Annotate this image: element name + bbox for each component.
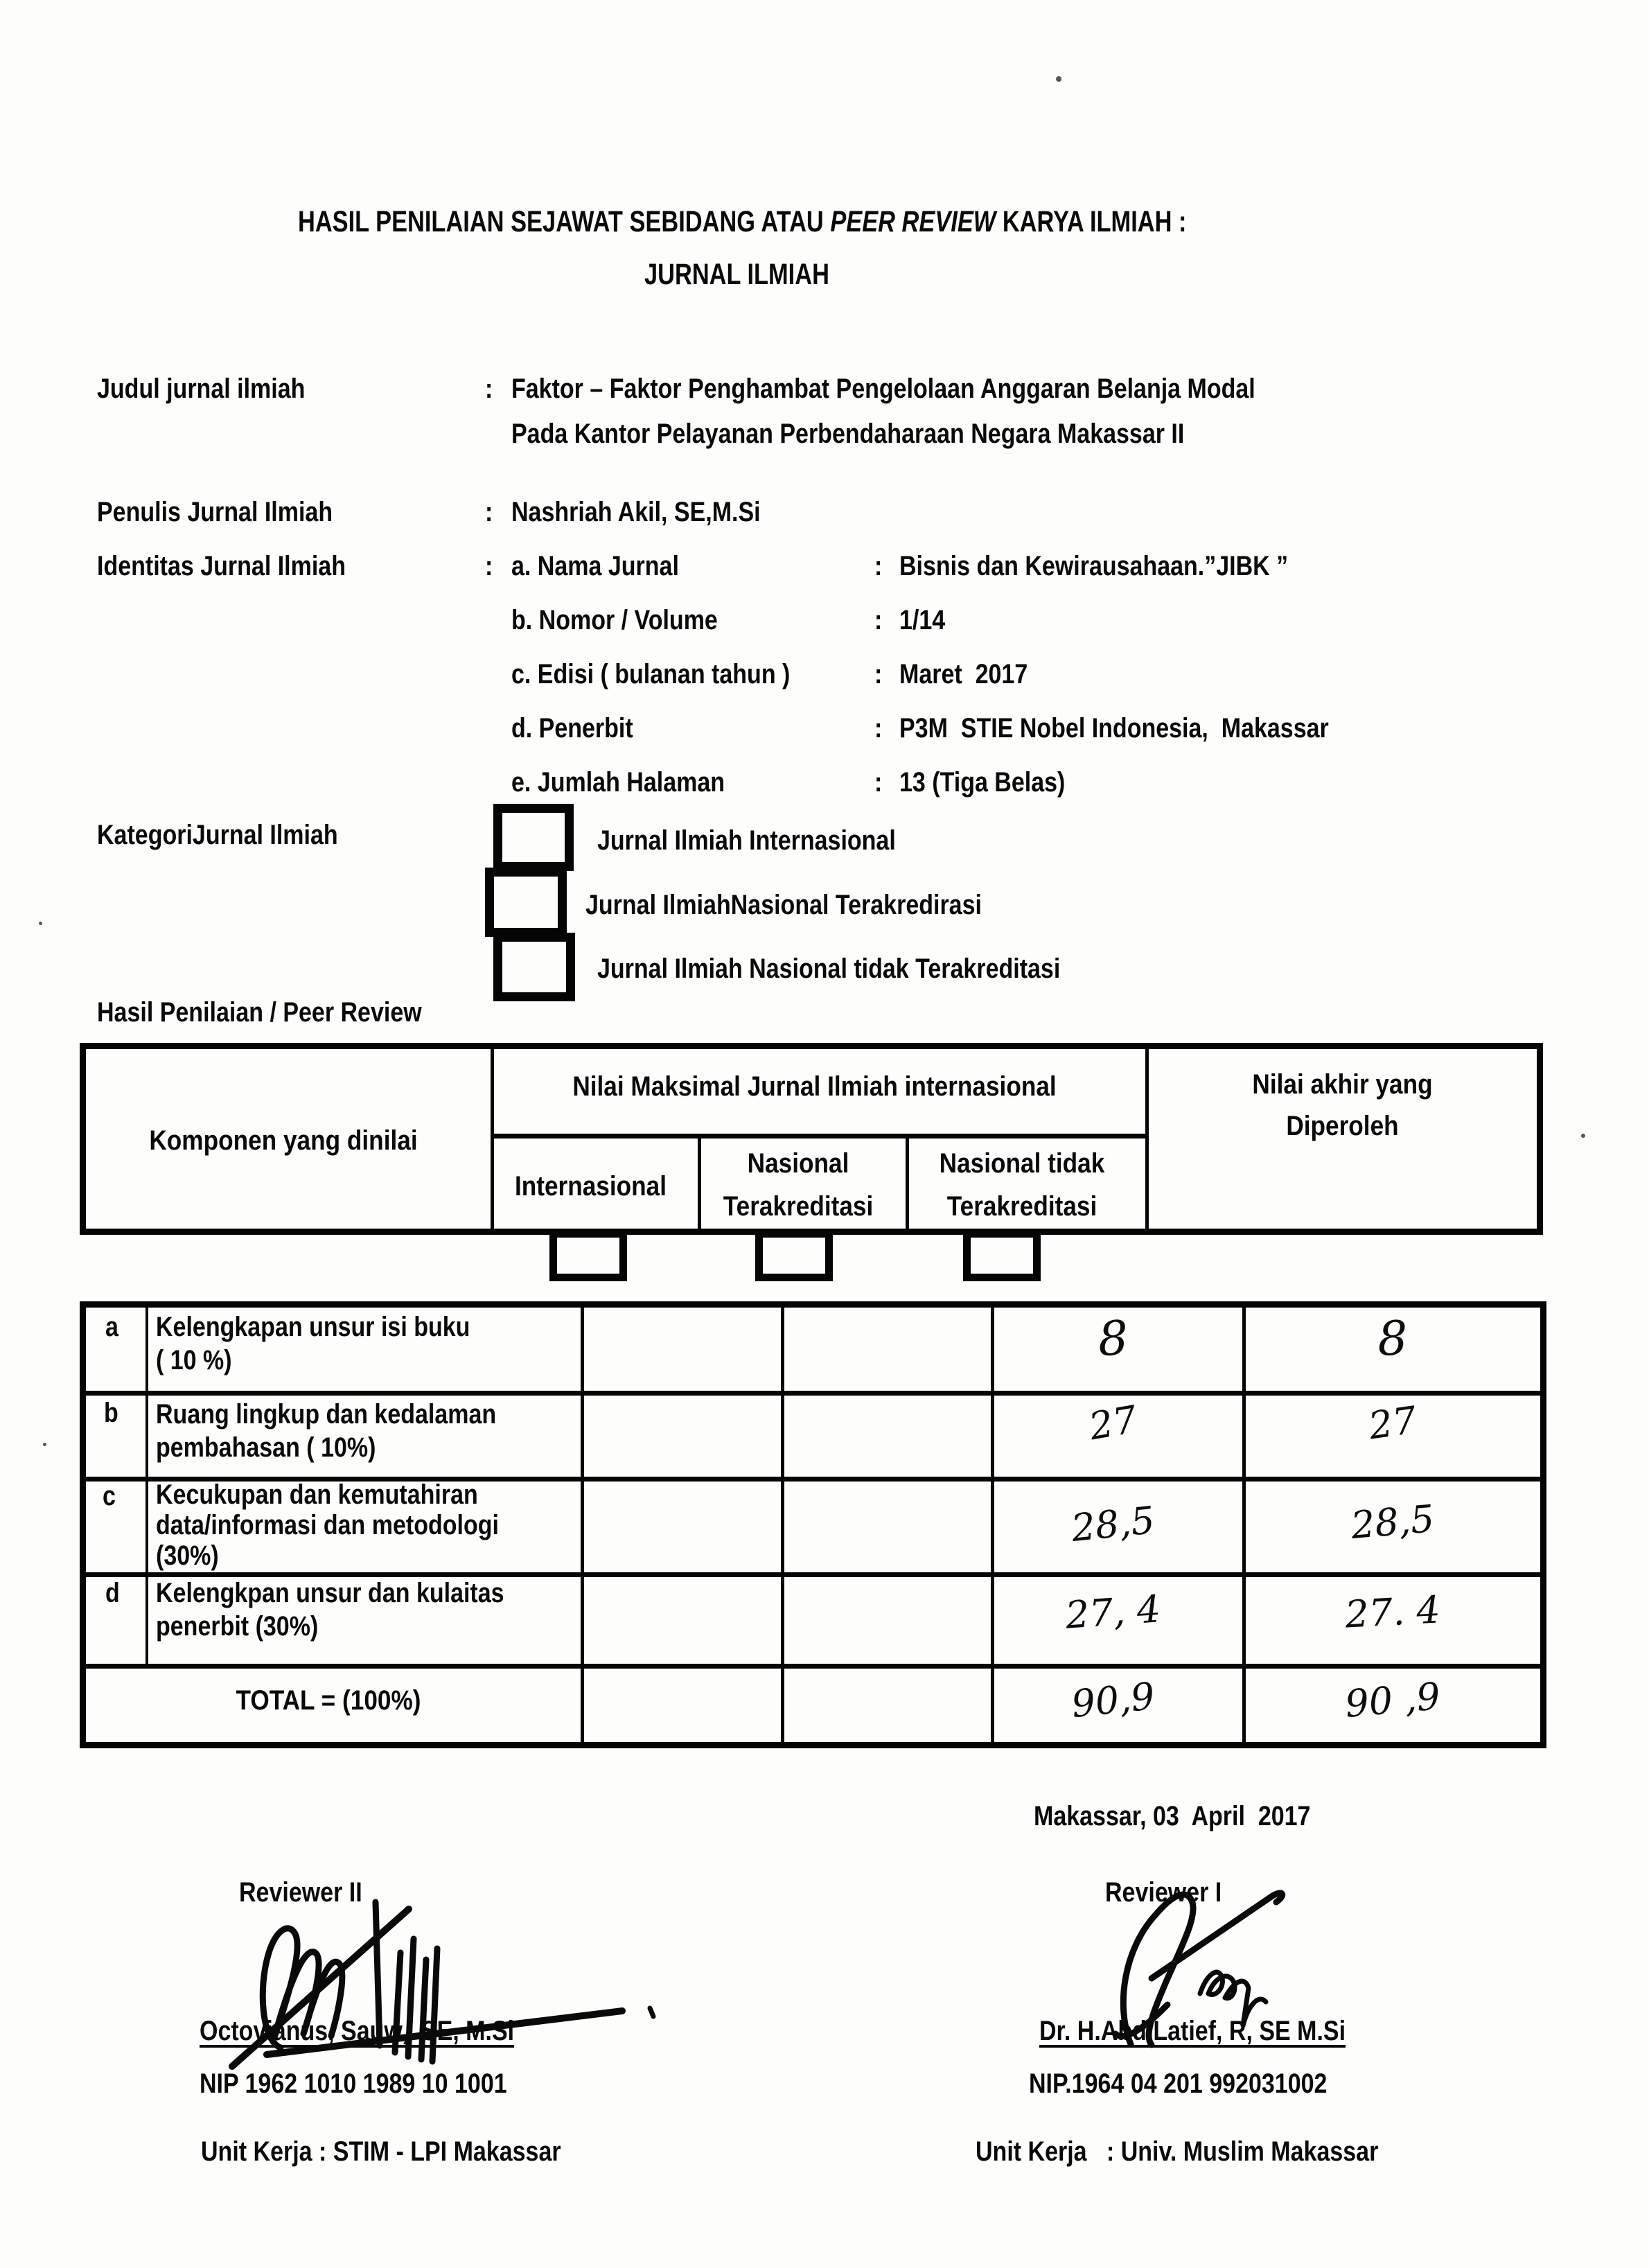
table-divider	[86, 1572, 1540, 1577]
header-line: Nilai akhir yang	[1252, 1069, 1433, 1100]
colon: :	[874, 605, 883, 635]
row-a-desc: Kelengkapan unsur isi buku	[156, 1312, 470, 1342]
table-divider	[781, 1308, 784, 1742]
scan-speck	[1581, 1134, 1585, 1138]
identitas-item-a-value: Bisnis dan Kewirausahaan.”JIBK ”	[899, 551, 1289, 581]
reviewer2-title: Reviewer II	[239, 1877, 362, 1908]
identitas-item-e-value: 13 (Tiga Belas)	[899, 767, 1066, 798]
table-divider	[991, 1308, 994, 1742]
checkbox-jurnal-nasional-terakreditasi[interactable]	[485, 868, 567, 937]
penulis-label: Penulis Jurnal Ilmiah	[97, 497, 333, 527]
header-line: Nasional	[747, 1148, 849, 1179]
identitas-item-a-label: a. Nama Jurnal	[511, 551, 679, 581]
table-divider	[491, 1134, 1149, 1139]
identitas-item-e-label: e. Jumlah Halaman	[511, 767, 725, 798]
row-a-score-nilai-akhir: 8	[1376, 1311, 1409, 1367]
date-line: Makassar, 03 April 2017	[1034, 1801, 1311, 1831]
row-c-desc: Kecukupan dan kemutahiran	[156, 1479, 478, 1510]
row-c-desc: (30%)	[156, 1540, 219, 1571]
reviewer2-signature	[229, 1899, 656, 2070]
header-nasional-terakreditasi: Nasional Terakreditasi	[707, 1142, 890, 1228]
kategori-option-1-label: Jurnal Ilmiah Internasional	[597, 825, 896, 856]
table-divider	[86, 1664, 1540, 1669]
row-d-letter: d	[105, 1578, 120, 1608]
reviewer2-name: Octovianus, Sauw,. SE, M.Si	[200, 2016, 515, 2046]
row-c-letter: c	[103, 1481, 116, 1511]
score-table-body	[80, 1301, 1546, 1748]
identitas-label: Identitas Jurnal Ilmiah	[97, 551, 346, 581]
colon: :	[874, 767, 883, 798]
penulis-value: Nashriah Akil, SE,M.Si	[511, 497, 761, 527]
table-checkbox-internasional[interactable]	[549, 1230, 627, 1281]
scan-speck	[43, 1443, 46, 1446]
colon: :	[485, 497, 493, 527]
identitas-item-c-label: c. Edisi ( bulanan tahun )	[511, 659, 791, 689]
title-prefix: HASIL PENILAIAN SEJAWAT SEBIDANG ATAU	[298, 205, 831, 238]
total-label: TOTAL = (100%)	[236, 1685, 421, 1716]
table-divider	[86, 1391, 1540, 1396]
reviewer1-nip: NIP.1964 04 201 992031002	[1029, 2068, 1328, 2099]
row-b-letter: b	[104, 1398, 118, 1428]
table-checkbox-nasional-tidak[interactable]	[963, 1230, 1041, 1281]
identitas-item-d-value: P3M STIE Nobel Indonesia, Makassar	[899, 713, 1329, 744]
scan-speck	[39, 922, 42, 925]
header-komponen: Komponen yang dinilai	[149, 1125, 418, 1156]
reviewer1-signature	[1112, 1890, 1286, 2048]
table-divider	[1145, 1049, 1149, 1229]
row-b-desc: Ruang lingkup dan kedalaman	[156, 1399, 497, 1430]
identitas-item-b-label: b. Nomor / Volume	[511, 605, 718, 635]
identitas-item-d-label: d. Penerbit	[511, 713, 633, 744]
reviewer2-unit-kerja: Unit Kerja : STIM - LPI Makassar	[201, 2136, 561, 2167]
row-a-letter: a	[105, 1312, 118, 1342]
document-title: HASIL PENILAIAN SEJAWAT SEBIDANG ATAU PE…	[298, 205, 1186, 239]
colon: :	[485, 373, 493, 404]
colon: :	[874, 713, 883, 744]
table-divider	[906, 1134, 909, 1229]
table-divider	[581, 1308, 584, 1742]
header-nasional-tidak: Nasional tidak Terakreditasi	[917, 1142, 1127, 1228]
judul-value-line1: Faktor – Faktor Penghambat Pengelolaan A…	[511, 373, 1255, 404]
document-subtitle: JURNAL ILMIAH	[644, 258, 829, 291]
kategori-option-3-label: Jurnal Ilmiah Nasional tidak Terakredita…	[597, 953, 1061, 984]
colon: :	[874, 551, 883, 581]
title-italic-peer-review: PEER REVIEW	[830, 205, 996, 238]
table-checkbox-nasional-terakreditasi[interactable]	[755, 1230, 833, 1281]
table-divider	[1242, 1308, 1246, 1742]
table-divider	[698, 1134, 701, 1229]
checkbox-jurnal-internasional[interactable]	[493, 804, 574, 871]
identitas-item-b-value: 1/14	[899, 605, 946, 635]
kategori-option-2-label: Jurnal IlmiahNasional Terakredirasi	[585, 890, 982, 920]
checkbox-jurnal-nasional-tidak-terakreditasi[interactable]	[493, 933, 575, 1001]
row-d-desc: penerbit (30%)	[156, 1611, 319, 1642]
identitas-item-c-value: Maret 2017	[899, 659, 1028, 689]
row-b-desc: pembahasan ( 10%)	[156, 1432, 376, 1463]
header-line: Diperoleh	[1286, 1111, 1399, 1141]
kategori-label: KategoriJurnal Ilmiah	[97, 820, 338, 850]
scan-speck	[1056, 76, 1061, 82]
table-divider	[491, 1049, 494, 1229]
table-divider	[146, 1308, 148, 1664]
header-nilai-akhir: Nilai akhir yang Diperoleh	[1166, 1064, 1519, 1147]
title-suffix: KARYA ILMIAH :	[996, 205, 1187, 238]
colon: :	[485, 551, 493, 581]
colon: :	[874, 659, 883, 689]
row-c-desc: data/informasi dan metodologi	[156, 1510, 499, 1540]
header-nilai-maksimal: Nilai Maksimal Jurnal Ilmiah internasion…	[572, 1071, 1057, 1102]
row-d-desc: Kelengkpan unsur dan kulaitas	[156, 1578, 504, 1608]
row-a-desc: ( 10 %)	[156, 1345, 232, 1375]
header-internasional: Internasional	[514, 1171, 667, 1202]
hasil-penilaian-heading: Hasil Penilaian / Peer Review	[97, 997, 422, 1028]
header-line: Terakreditasi	[946, 1191, 1097, 1222]
reviewer1-unit-kerja: Unit Kerja : Univ. Muslim Makassar	[976, 2136, 1379, 2167]
reviewer1-name: Dr. H.Abd.Latief, R, SE M.Si	[1039, 2016, 1346, 2046]
header-line: Terakreditasi	[723, 1191, 874, 1222]
table-divider	[86, 1477, 1540, 1482]
header-line: Nasional tidak	[939, 1148, 1105, 1179]
judul-value-line2: Pada Kantor Pelayanan Perbendaharaan Neg…	[511, 419, 1185, 449]
reviewer2-nip: NIP 1962 1010 1989 10 1001	[200, 2068, 507, 2099]
judul-label: Judul jurnal ilmiah	[97, 373, 306, 404]
